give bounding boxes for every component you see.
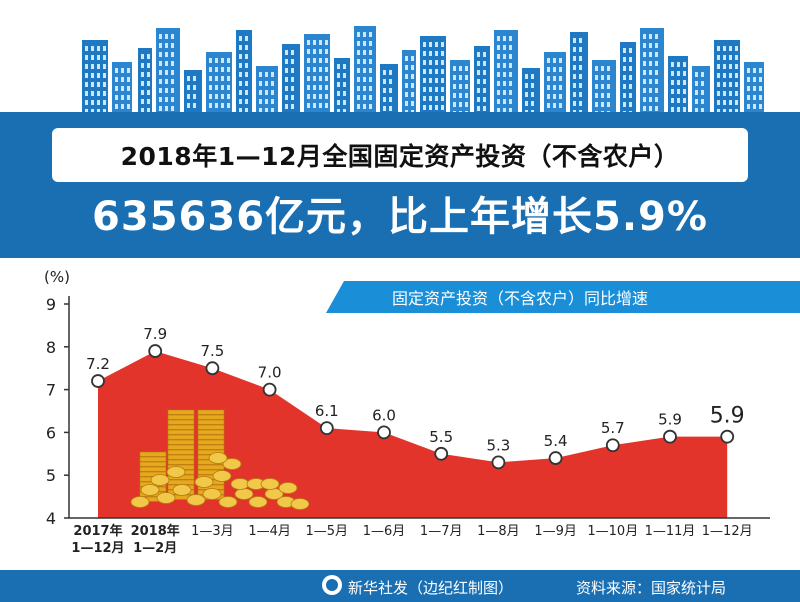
- data-label: 7.9: [143, 325, 167, 343]
- x-tick-label: 1—9月: [534, 524, 577, 539]
- footer-credit: 新华社发（边纪红制图）: [348, 579, 514, 597]
- building: [82, 40, 108, 118]
- data-point: [205, 361, 220, 376]
- x-tick-label: 1—10月: [587, 524, 638, 539]
- y-tick-label: 5: [46, 466, 56, 485]
- x-tick-label: 1—6月: [363, 524, 406, 539]
- building: [236, 30, 252, 118]
- building: [474, 46, 490, 118]
- series-area: [98, 351, 728, 518]
- y-tick-label: 9: [46, 295, 56, 314]
- data-label: 7.2: [86, 355, 110, 373]
- data-label: 7.5: [200, 342, 224, 360]
- x-tick-label: 1—8月: [477, 524, 520, 539]
- x-tick-label: 1—2月: [133, 541, 177, 556]
- building: [334, 58, 350, 118]
- data-label: 5.4: [544, 432, 568, 450]
- x-tick-label: 1—5月: [306, 524, 349, 539]
- y-tick-label: 4: [46, 509, 56, 528]
- building: [714, 40, 740, 118]
- x-tick-label: 1—12月: [702, 524, 753, 539]
- skyline-illustration: [82, 26, 764, 118]
- data-point: [148, 344, 163, 358]
- page-title: 2018年1—12月全国固定资产投资（不含农户）: [120, 142, 680, 171]
- data-point: [319, 421, 334, 436]
- data-point: [605, 438, 620, 453]
- x-tick-label: 1—4月: [248, 524, 291, 539]
- xinhua-emblem-icon: [322, 575, 342, 595]
- data-label: 6.1: [315, 402, 339, 420]
- footer-source: 资料来源：国家统计局: [576, 579, 727, 597]
- data-point: [720, 429, 735, 444]
- building: [420, 36, 446, 118]
- y-axis-unit-label: (%): [44, 268, 70, 286]
- building: [620, 42, 636, 118]
- data-label: 5.9: [658, 411, 682, 429]
- y-tick-label: 6: [46, 423, 56, 442]
- legend-banner: 固定资产投资（不含农户）同比增速: [326, 281, 800, 313]
- data-point: [91, 374, 105, 388]
- x-tick-label: 1—12月: [71, 541, 124, 556]
- data-point: [262, 382, 277, 397]
- headline-total: 635636亿元，比上年增长5.9%: [92, 194, 708, 240]
- data-label: 6.0: [372, 406, 396, 424]
- x-tick-label: 1—7月: [420, 524, 463, 539]
- data-point: [377, 425, 391, 440]
- data-point: [491, 455, 506, 470]
- x-tick-label: 2018年: [131, 523, 180, 539]
- y-tick-label: 8: [46, 338, 56, 357]
- data-label: 5.7: [601, 419, 625, 437]
- data-label: 7.0: [258, 364, 282, 382]
- legend-label: 固定资产投资（不含农户）同比增速: [392, 289, 649, 308]
- data-label: 5.9: [710, 404, 745, 429]
- x-tick-label: 1—3月: [191, 524, 234, 539]
- data-point: [548, 451, 563, 465]
- x-tick-label: 1—11月: [645, 524, 696, 539]
- data-label: 5.3: [486, 436, 510, 454]
- data-point: [663, 429, 677, 444]
- x-tick-label: 2017年: [73, 523, 122, 539]
- gold-coins-illustration: [130, 409, 310, 510]
- footer-bar: 新华社发（边纪红制图） 资料来源：国家统计局: [0, 570, 800, 602]
- data-point: [434, 446, 449, 461]
- area-chart: (%) 4 5 6 7 8 9 2017年 1—12月 2018年 1—2月 1—3月 1—4月 1—5月…: [44, 268, 770, 556]
- title-box: 2018年1—12月全国固定资产投资（不含农户）: [52, 128, 748, 182]
- y-tick-label: 7: [46, 381, 56, 400]
- data-label: 5.5: [429, 428, 453, 446]
